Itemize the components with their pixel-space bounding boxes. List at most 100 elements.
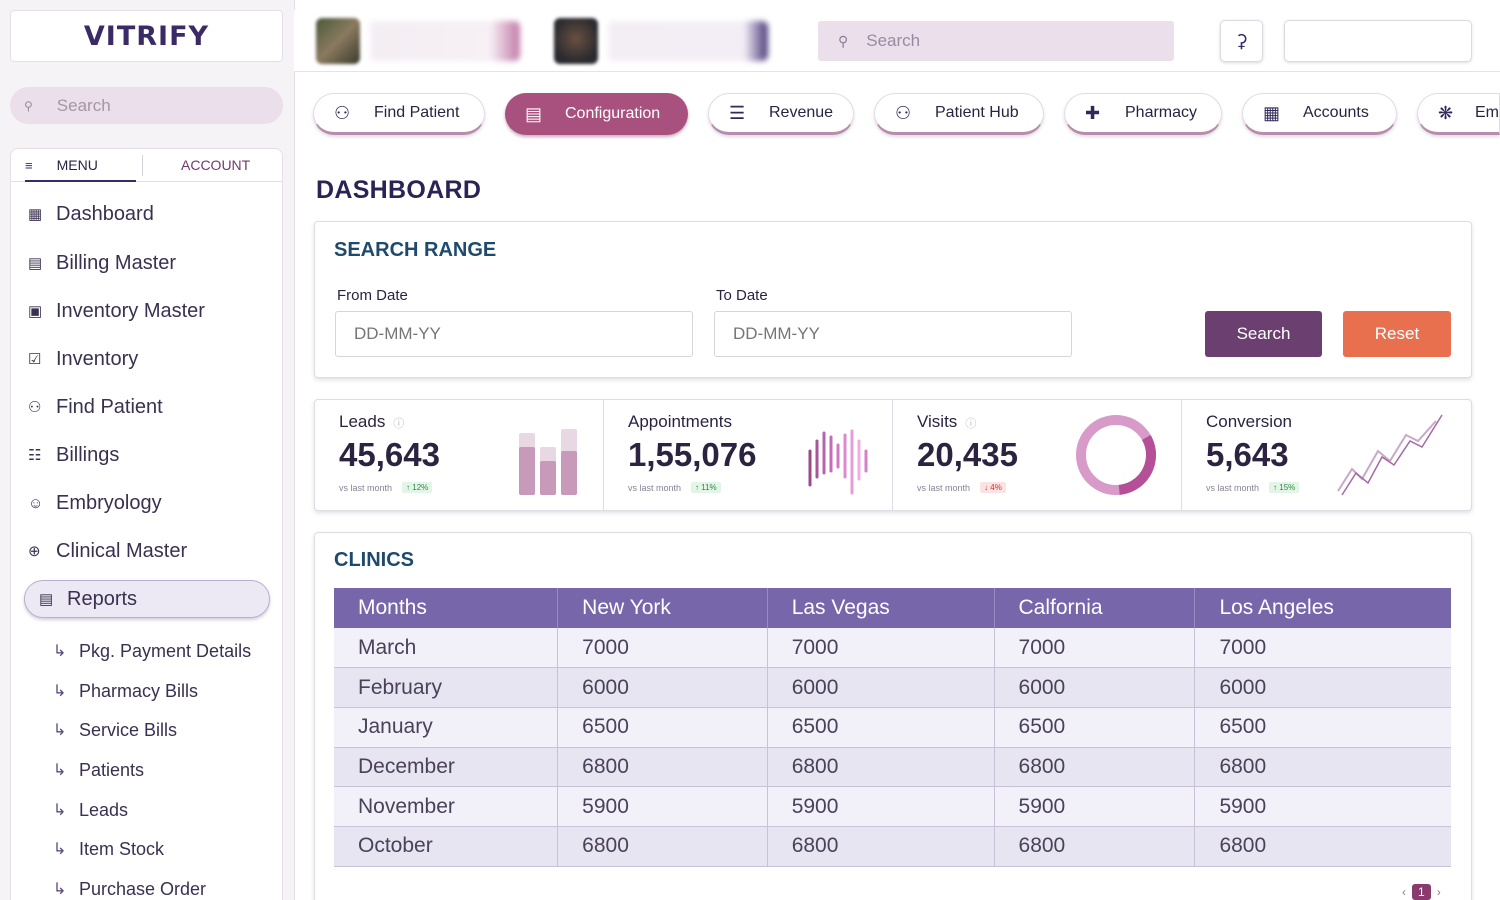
- sub-item-label: Patients: [79, 759, 145, 780]
- tab-accounts[interactable]: ▦ Accounts: [1242, 93, 1397, 135]
- search-button[interactable]: Search: [1205, 311, 1322, 357]
- from-date-input[interactable]: [335, 311, 693, 357]
- sub-item-purchase-order[interactable]: ↳ Purchase Order: [53, 876, 206, 900]
- sub-item-label: Item Stock: [79, 838, 165, 859]
- calculator-icon: ▦: [1263, 102, 1281, 123]
- column-header[interactable]: Calfornia: [994, 588, 1196, 628]
- stat-leads[interactable]: Leads ⓘ 45,643 vs last month ↑ 12%: [315, 399, 603, 510]
- sidebar-item-billings[interactable]: ☷ Billings: [28, 437, 119, 473]
- table-cell: 6800: [1194, 747, 1451, 788]
- to-date-input[interactable]: [714, 311, 1072, 357]
- sub-item-label: Pharmacy Bills: [79, 680, 199, 701]
- document-icon: ☷: [28, 447, 42, 464]
- sub-item-pkg-payment-details[interactable]: ↳ Pkg. Payment Details: [53, 638, 251, 664]
- sidebar-item-clinical-master[interactable]: ⊕ Clinical Master: [28, 533, 187, 569]
- table-row[interactable]: November 5900 5900 5900 5900: [334, 786, 1451, 827]
- tab-account[interactable]: ACCOUNT: [181, 157, 251, 173]
- table-row[interactable]: December 6800 6800 6800 6800: [334, 747, 1451, 788]
- stat-appointments[interactable]: Appointments 1,55,076 vs last month ↑ 11%: [604, 399, 892, 510]
- mini-bar: [540, 461, 556, 495]
- donut-mini-chart: [1076, 415, 1156, 495]
- sidebar-item-label: Inventory: [56, 347, 139, 370]
- page-number-button[interactable]: 1: [1412, 884, 1431, 900]
- sidebar-item-dashboard[interactable]: ▦ Dashboard: [28, 196, 154, 232]
- stat-label-text: Conversion: [1206, 412, 1292, 431]
- tab-label: Pharmacy: [1125, 104, 1198, 121]
- tab-patient-hub[interactable]: ⚇ Patient Hub: [874, 93, 1044, 135]
- table-cell: 6000: [767, 667, 995, 708]
- stat-conversion[interactable]: Conversion 5,643 vs last month ↑ 15%: [1182, 399, 1471, 510]
- column-header[interactable]: Los Angeles: [1194, 588, 1451, 628]
- box-icon: ▣: [28, 303, 43, 320]
- mini-bar: [561, 451, 577, 495]
- tab-menu[interactable]: ≡ MENU: [25, 157, 136, 182]
- sub-item-service-bills[interactable]: ↳ Service Bills: [53, 717, 177, 743]
- tab-revenue[interactable]: ☰ Revenue: [708, 93, 854, 135]
- tab-label: Revenue: [769, 104, 834, 121]
- stat-label: Conversion: [1206, 412, 1292, 432]
- user-chip[interactable]: [316, 18, 520, 64]
- sidebar-item-inventory[interactable]: ☑ Inventory: [28, 341, 138, 377]
- prev-page-button[interactable]: ‹: [1402, 885, 1406, 899]
- column-header[interactable]: Las Vegas: [767, 588, 995, 628]
- sidebar-item-inventory-master[interactable]: ▣ Inventory Master: [28, 293, 205, 329]
- sidebar-search[interactable]: ⚲ Search: [10, 87, 283, 124]
- brand-logo[interactable]: VITRIFY: [10, 10, 283, 62]
- column-header[interactable]: New York: [557, 588, 768, 628]
- sidebar: VITRIFY ⚲ Search ≡ MENU ACCOUNT ▦ Dashboar…: [0, 0, 294, 900]
- user-chip[interactable]: [554, 18, 768, 64]
- table-cell: 6800: [994, 826, 1196, 867]
- trend-line-shadow: [1337, 420, 1437, 492]
- line-mini-chart: [1337, 414, 1443, 496]
- tab-configuration[interactable]: ▤ Configuration: [505, 93, 688, 135]
- stat-sub-text: vs last month: [1206, 482, 1260, 493]
- sub-item-item-stock[interactable]: ↳ Item Stock: [53, 836, 164, 862]
- tab-label: Find Patient: [374, 104, 460, 121]
- table-cell: 6500: [1194, 707, 1451, 748]
- table-row[interactable]: March 7000 7000 7000 7000: [334, 628, 1451, 669]
- stat-value: 20,435: [917, 436, 1018, 473]
- table-cell: 6000: [557, 667, 768, 708]
- tab-label: Configuration: [565, 105, 661, 122]
- stat-sub-text: vs last month: [917, 482, 971, 493]
- table-cell: 7000: [767, 628, 995, 669]
- stat-visits[interactable]: Visits ⓘ 20,435 vs last month ↓ 4%: [893, 399, 1181, 510]
- table-row[interactable]: January 6500 6500 6500 6500: [334, 707, 1451, 748]
- table-cell: 6800: [557, 826, 768, 867]
- return-arrow-icon: ↳: [53, 643, 67, 660]
- user-search-icon: ⚇: [334, 102, 351, 123]
- logo-text: VITRIFY: [83, 20, 210, 52]
- tab-em[interactable]: ❋ Em: [1417, 93, 1500, 135]
- sub-item-leads[interactable]: ↳ Leads: [53, 797, 128, 823]
- embryo-icon: ☺: [28, 494, 44, 512]
- table-header-row: Months New York Las Vegas Calfornia Los …: [334, 588, 1451, 628]
- table-row[interactable]: February 6000 6000 6000 6000: [334, 667, 1451, 708]
- reset-button[interactable]: Reset: [1343, 311, 1451, 357]
- table-row[interactable]: October 6800 6800 6800 6800: [334, 826, 1451, 867]
- sub-item-patients[interactable]: ↳ Patients: [53, 757, 144, 783]
- tab-label: Em: [1475, 104, 1499, 121]
- stat-comparison: vs last month ↑ 12%: [339, 482, 433, 493]
- profile-box[interactable]: [1284, 20, 1472, 62]
- return-arrow-icon: ↳: [53, 762, 67, 779]
- stat-comparison: vs last month ↑ 11%: [628, 482, 721, 493]
- plus-circle-icon: ⊕: [28, 543, 41, 560]
- tab-pharmacy[interactable]: ✚ Pharmacy: [1064, 93, 1222, 135]
- sub-item-pharmacy-bills[interactable]: ↳ Pharmacy Bills: [53, 678, 198, 704]
- return-arrow-icon: ↳: [53, 683, 67, 700]
- sidebar-item-embryology[interactable]: ☺ Embryology: [28, 485, 162, 521]
- stat-comparison: vs last month ↓ 4%: [917, 482, 1006, 493]
- sidebar-item-billing-master[interactable]: ▤ Billing Master: [28, 245, 176, 281]
- sidebar-item-reports[interactable]: ▤ Reports: [24, 580, 270, 618]
- sub-item-label: Service Bills: [79, 719, 178, 740]
- tab-divider: [142, 155, 143, 176]
- next-page-button[interactable]: ›: [1436, 885, 1441, 899]
- column-header[interactable]: Months: [334, 588, 559, 628]
- top-search-input[interactable]: ⚲ Search: [818, 21, 1174, 61]
- from-date-label: From Date: [337, 287, 408, 304]
- tab-find-patient[interactable]: ⚇ Find Patient: [313, 93, 485, 135]
- sidebar-item-find-patient[interactable]: ⚇ Find Patient: [28, 389, 163, 425]
- bell-icon[interactable]: ⚳: [1220, 20, 1263, 62]
- user-search-icon: ⚇: [28, 399, 42, 416]
- avatar: [554, 18, 598, 64]
